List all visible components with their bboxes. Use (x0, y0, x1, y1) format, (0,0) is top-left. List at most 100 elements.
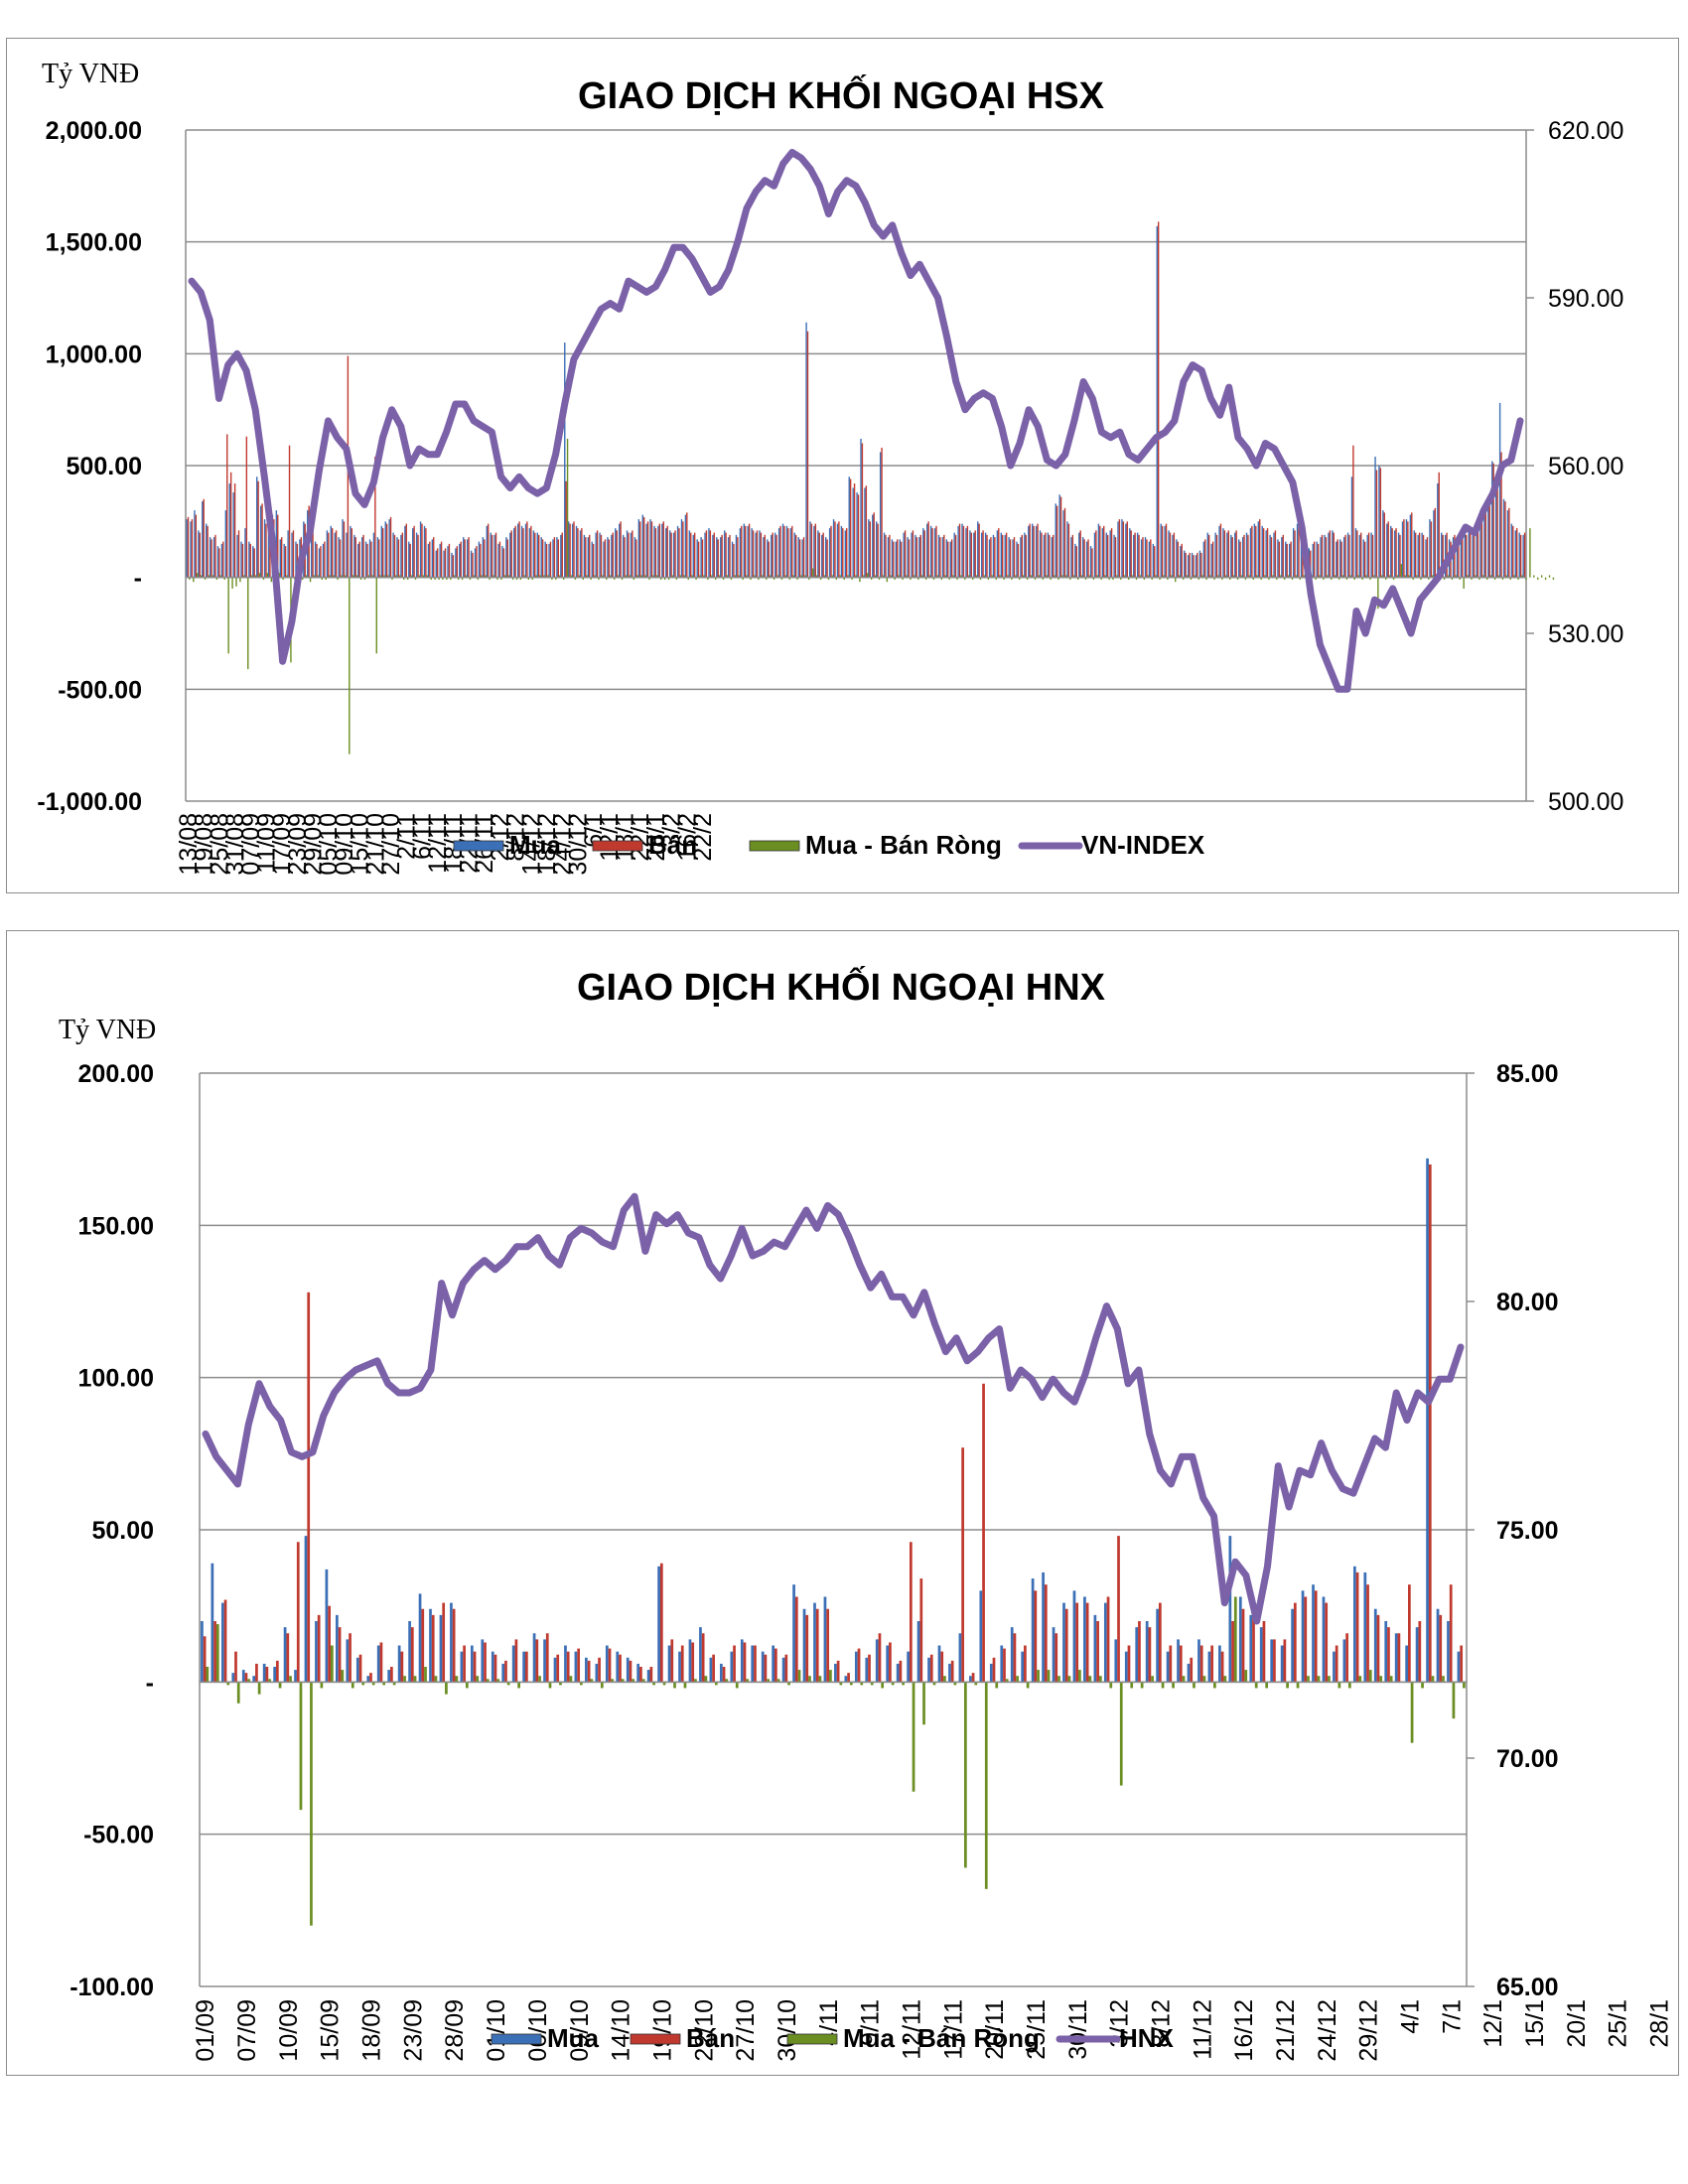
bar-sell (830, 525, 832, 578)
bar-net (442, 577, 444, 580)
bar-buy (1124, 1651, 1128, 1683)
bar-buy (1207, 1651, 1211, 1683)
bar-sell (632, 530, 633, 578)
bar-net (874, 575, 877, 578)
bar-buy (1457, 1651, 1461, 1683)
bar-net (823, 575, 826, 578)
bar-net (465, 575, 468, 578)
bar-net (835, 577, 838, 580)
bar-buy (1093, 1614, 1097, 1683)
bar-net (1381, 575, 1383, 578)
bar-buy (294, 1670, 297, 1683)
bar-net (204, 577, 207, 580)
bar-buy (376, 537, 379, 578)
bar-sell (530, 525, 532, 578)
bar-sell (658, 523, 661, 578)
bar-sell (1251, 525, 1253, 578)
bar-net (812, 568, 814, 578)
bar-sell (1352, 445, 1354, 578)
bar-net (1295, 575, 1298, 578)
bar-buy (1024, 532, 1026, 578)
bar-buy (1363, 1571, 1367, 1683)
bar-net (489, 577, 491, 580)
bar-net (1400, 564, 1403, 578)
bar-sell (733, 543, 735, 578)
bar-buy (1273, 532, 1275, 578)
bar-buy (1228, 1536, 1232, 1683)
bar-net (1135, 577, 1138, 580)
bar-buy (626, 530, 629, 578)
bar-sell (1134, 532, 1136, 578)
bar-sell (670, 1639, 674, 1683)
bar-net (247, 1679, 251, 1683)
bar-buy (511, 1645, 515, 1683)
bar-net (341, 1670, 345, 1683)
bar-sell (986, 534, 988, 578)
x-tick-label: 29/12 (1355, 1999, 1383, 2062)
hnx-chart-panel: GIAO DỊCH KHỐI NGOẠI HNX Tỷ VNĐ 200.00 150.… (6, 930, 1679, 2076)
x-tick-label: 31/08 (221, 813, 249, 876)
bar-sell (779, 525, 781, 578)
bar-net (434, 1676, 438, 1683)
bar-buy (832, 519, 835, 578)
bar-net (1003, 577, 1005, 580)
bar-buy (622, 534, 625, 578)
bar-buy (1342, 1639, 1346, 1683)
bar-buy (470, 1645, 474, 1683)
bar-sell (768, 541, 770, 578)
bar-buy (704, 532, 706, 578)
bar-net (476, 1676, 480, 1683)
bar-net (1092, 577, 1095, 580)
bar-net (797, 1670, 801, 1683)
bar-buy (404, 525, 406, 578)
bar-net (1104, 575, 1106, 578)
bar-buy (1312, 1584, 1315, 1683)
bar-sell (545, 543, 548, 578)
bar-net (1307, 1676, 1310, 1683)
bar-sell (1243, 534, 1245, 578)
bar-sell (1138, 1621, 1141, 1683)
bar-sell (678, 528, 680, 578)
bar-buy (1339, 539, 1341, 578)
bar-sell (518, 521, 520, 578)
bar-net (461, 577, 464, 580)
y-tick-label: 100.00 (78, 1365, 154, 1393)
bar-buy (553, 1657, 557, 1683)
bar-net (519, 577, 522, 580)
bar-sell (947, 541, 949, 578)
bar-sell (1458, 546, 1460, 578)
bar-sell (861, 443, 864, 578)
bar-buy (887, 537, 890, 578)
bar-buy (540, 537, 542, 578)
bar-net (1026, 577, 1029, 580)
bar-sell (954, 534, 957, 578)
bar-sell (1500, 452, 1502, 578)
x-tick-label: 28/09 (441, 1999, 469, 2062)
bar-sell (332, 528, 334, 578)
bar-buy (460, 1651, 464, 1683)
bar-net (1319, 575, 1321, 578)
bar-net (1420, 577, 1422, 580)
bar-buy (823, 1596, 827, 1683)
bar-net (1303, 575, 1305, 578)
bar-buy (334, 532, 336, 578)
bar-sell (1067, 523, 1070, 578)
bar-sell (1044, 1584, 1048, 1683)
bar-sell (1488, 503, 1490, 578)
bar-sell (639, 1667, 642, 1683)
bars (201, 1158, 1466, 1926)
bar-net (730, 577, 733, 580)
bar-sell (849, 478, 852, 578)
bar-buy (747, 525, 749, 578)
bar-net (1459, 577, 1461, 580)
bar-sell (292, 530, 295, 578)
bar-net (1073, 575, 1075, 578)
bar-net (539, 575, 541, 578)
x-tick-label: 12/1 (1479, 1999, 1507, 2048)
bar-net (780, 577, 783, 580)
bar-net (1213, 577, 1215, 580)
bar-sell (1219, 523, 1222, 578)
bar-buy (1187, 555, 1190, 578)
bar-sell (978, 523, 980, 578)
x-tick-label: 19/10 (648, 1999, 676, 2062)
